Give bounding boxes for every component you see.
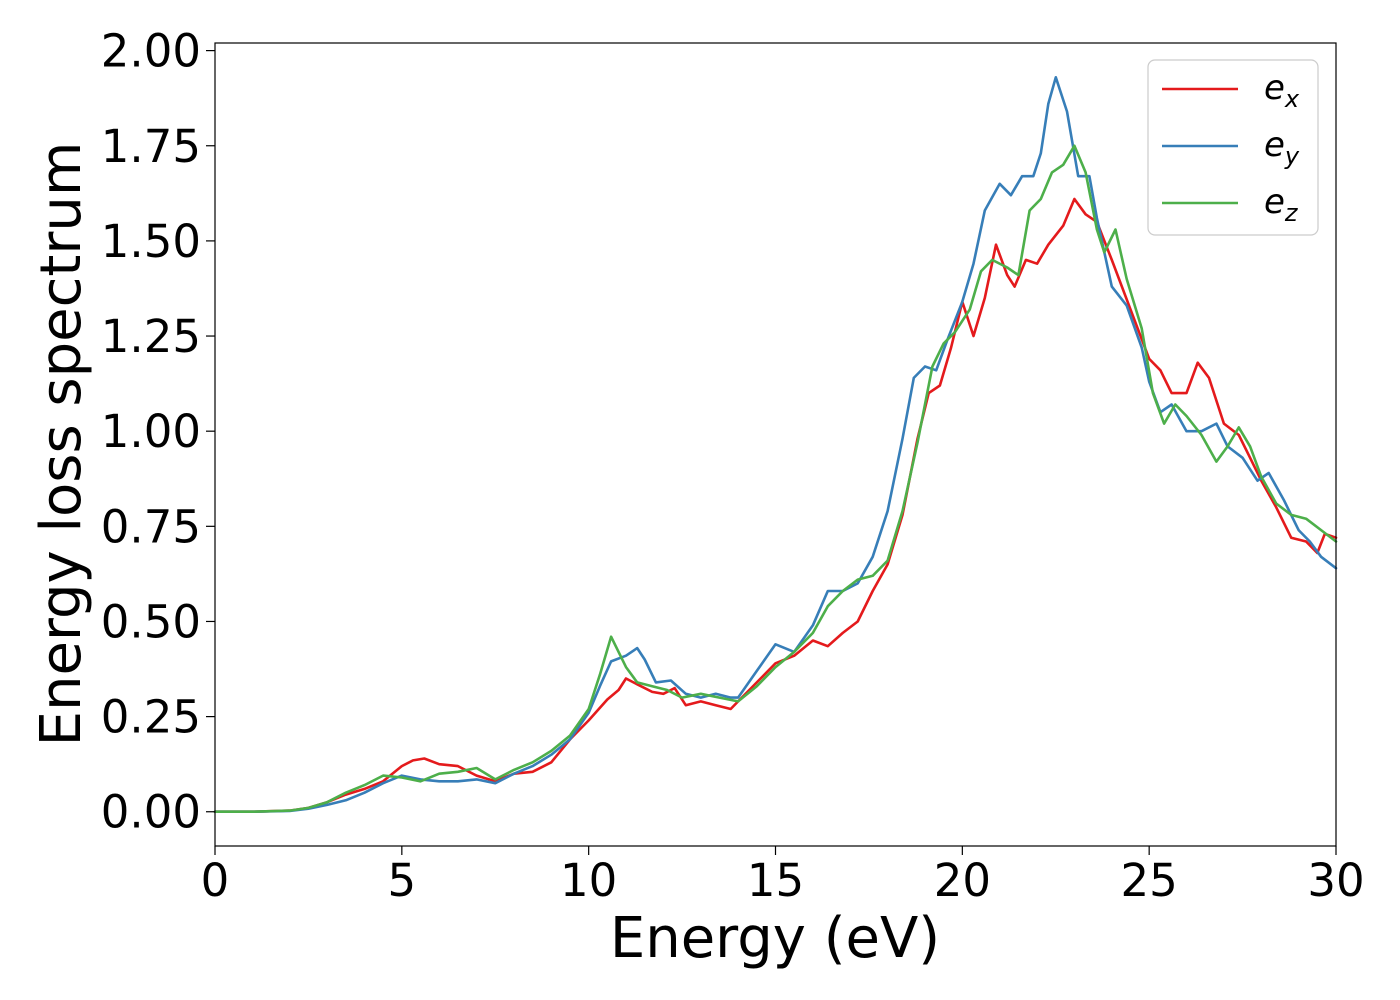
x-axis-title: Energy (eV) bbox=[610, 906, 940, 971]
y-tick-label: 1.50 bbox=[101, 215, 201, 268]
x-tick-label: 20 bbox=[934, 854, 991, 907]
series-line-y bbox=[213, 76, 1338, 813]
series-line-z bbox=[213, 144, 1338, 813]
legend-box bbox=[1147, 59, 1319, 236]
y-tick-label: 1.25 bbox=[101, 310, 201, 363]
x-tick-label: 0 bbox=[201, 854, 230, 907]
y-axis: 0.00 0.25 0.50 0.75 1.00 1.25 1.50 1.75 2.00 bbox=[101, 25, 215, 839]
y-tick-label: 2.00 bbox=[101, 25, 201, 78]
y-axis-title: Energy loss spectrum bbox=[29, 142, 94, 747]
y-tick-label: 1.00 bbox=[101, 405, 201, 458]
y-tick-label: 0.00 bbox=[101, 786, 201, 839]
series-layer bbox=[213, 76, 1338, 813]
series-line-x bbox=[213, 197, 1338, 813]
x-tick-label: 30 bbox=[1307, 854, 1364, 907]
x-tick-label: 5 bbox=[388, 854, 417, 907]
x-tick-label: 15 bbox=[747, 854, 804, 907]
y-tick-label: 0.75 bbox=[101, 500, 201, 553]
y-tick-label: 1.75 bbox=[101, 120, 201, 173]
y-tick-label: 0.50 bbox=[101, 595, 201, 648]
x-axis: 0 5 10 15 20 25 30 bbox=[201, 846, 1365, 907]
x-tick-label: 10 bbox=[560, 854, 617, 907]
y-tick-label: 0.25 bbox=[101, 691, 201, 744]
x-tick-label: 25 bbox=[1121, 854, 1178, 907]
